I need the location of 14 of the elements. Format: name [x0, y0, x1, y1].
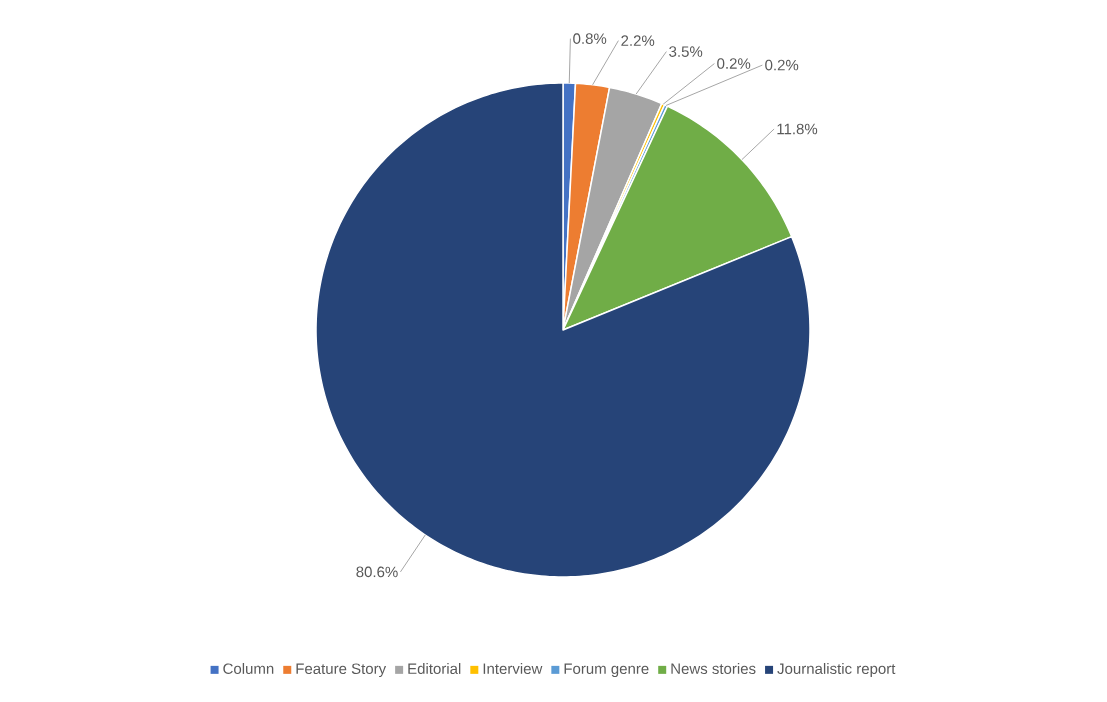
legend-label: Journalistic report	[777, 662, 896, 677]
legend-label: Editorial	[408, 662, 461, 674]
data-label: 0.2%	[765, 59, 799, 71]
legend-label: Feature Story	[296, 663, 387, 677]
data-label: 0.8%	[573, 33, 607, 44]
legend-label: Column	[223, 662, 274, 674]
data-label: 2.2%	[621, 35, 655, 46]
legend-label: Interview	[483, 662, 543, 674]
data-label: 0.2%	[717, 58, 751, 69]
legend-label: News stories	[671, 662, 756, 674]
legend-label: Forum genre	[564, 663, 649, 677]
data-label: 80.6%	[356, 566, 398, 578]
data-label: 3.5%	[669, 46, 703, 57]
data-label: 11.8%	[777, 123, 818, 135]
